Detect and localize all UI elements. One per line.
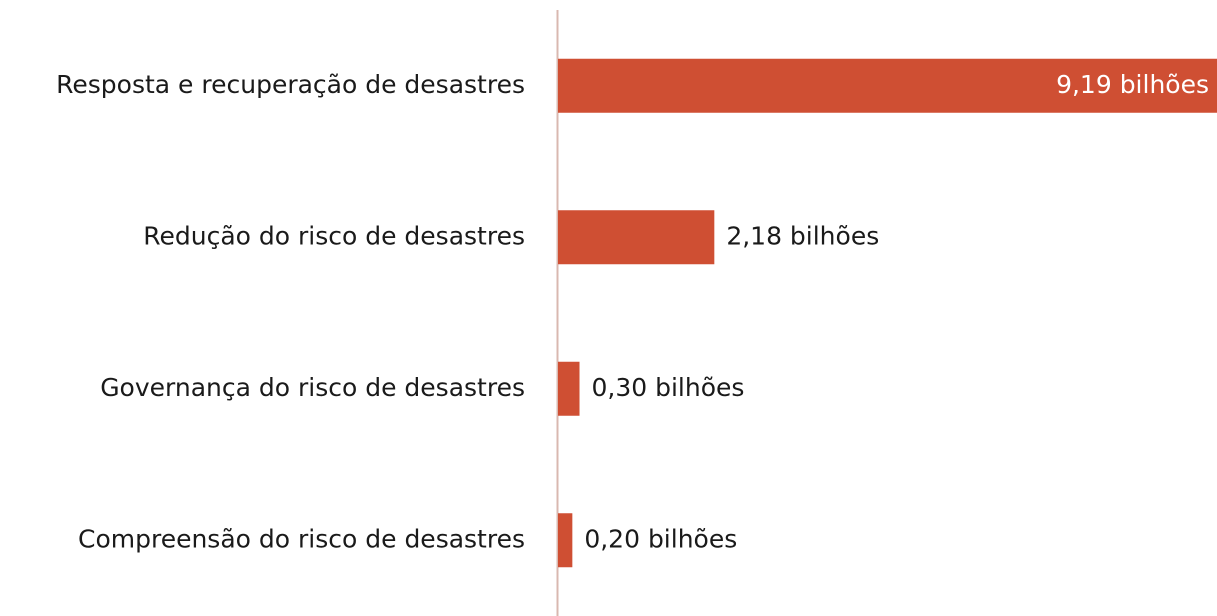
bar	[558, 513, 573, 568]
category-label: Governança do risco de desastres	[100, 373, 525, 402]
value-label: 2,18 bilhões	[726, 221, 879, 250]
value-label: 9,19 bilhões	[1056, 70, 1209, 99]
value-label: 0,20 bilhões	[584, 524, 737, 553]
category-label: Redução do risco de desastres	[143, 221, 525, 250]
bar	[558, 361, 580, 416]
category-label: Compreensão do risco de desastres	[78, 524, 525, 553]
bar	[558, 210, 715, 265]
category-label: Resposta e recuperação de desastres	[56, 70, 525, 99]
bar	[558, 58, 1217, 113]
value-label: 0,30 bilhões	[592, 373, 745, 402]
